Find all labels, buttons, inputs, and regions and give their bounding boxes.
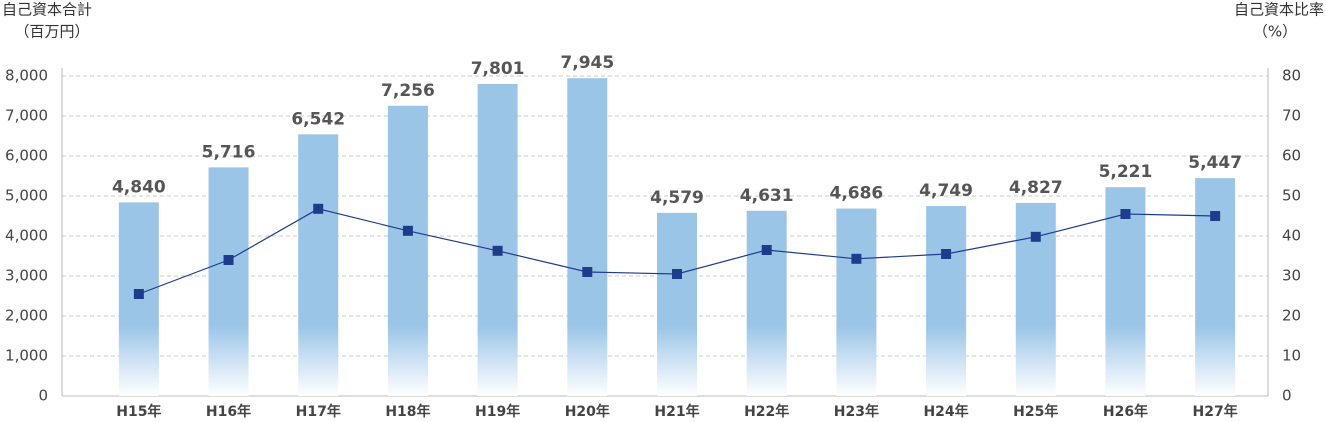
line-marker bbox=[672, 269, 682, 279]
y2-tick-label: 20 bbox=[1282, 307, 1301, 325]
y-tick-label: 3,000 bbox=[5, 267, 48, 285]
x-tick-label: H25年 bbox=[1013, 403, 1058, 420]
value-label: 7,801 bbox=[471, 59, 525, 79]
bar bbox=[836, 208, 877, 396]
bar bbox=[567, 78, 608, 396]
line-marker bbox=[761, 245, 772, 255]
x-tick-label: H15年 bbox=[116, 403, 161, 420]
x-tick-label: H24年 bbox=[923, 403, 968, 420]
bar bbox=[1195, 178, 1236, 396]
line-marker bbox=[133, 289, 144, 299]
value-label: 4,686 bbox=[829, 184, 883, 204]
line-marker bbox=[582, 267, 593, 277]
x-tick-label: H26年 bbox=[1103, 403, 1148, 420]
y2-tick-label: 10 bbox=[1282, 347, 1301, 365]
y-tick-label: 8,000 bbox=[5, 67, 48, 85]
y-tick-label: 0 bbox=[38, 387, 48, 405]
value-label: 5,221 bbox=[1099, 162, 1153, 182]
line-marker bbox=[223, 255, 234, 265]
y2-tick-label: 0 bbox=[1282, 387, 1292, 405]
bar bbox=[387, 105, 428, 396]
line-marker bbox=[1030, 231, 1041, 242]
value-label: 7,945 bbox=[560, 53, 614, 73]
x-tick-label: H23年 bbox=[834, 403, 879, 420]
x-tick-label: H16年 bbox=[206, 403, 251, 420]
x-tick-label: H20年 bbox=[565, 403, 610, 420]
line-marker bbox=[1120, 209, 1131, 219]
bar bbox=[298, 134, 339, 396]
y-tick-label: 7,000 bbox=[5, 107, 48, 125]
value-label: 4,827 bbox=[1009, 178, 1063, 198]
x-tick-label: H17年 bbox=[296, 403, 341, 420]
line-marker bbox=[402, 225, 413, 236]
value-label: 4,749 bbox=[919, 181, 973, 201]
x-tick-label: H18年 bbox=[385, 403, 430, 420]
value-label: 4,579 bbox=[650, 188, 704, 208]
x-tick-label: H22年 bbox=[744, 403, 789, 420]
value-label: 6,542 bbox=[291, 109, 345, 129]
line-marker bbox=[492, 245, 503, 256]
y-tick-label: 2,000 bbox=[5, 307, 48, 325]
line-marker bbox=[851, 253, 862, 264]
line-marker bbox=[1210, 211, 1221, 221]
bar bbox=[657, 212, 697, 396]
bar bbox=[1105, 187, 1146, 396]
value-label: 4,631 bbox=[740, 186, 794, 206]
bar bbox=[118, 202, 159, 396]
y2-tick-label: 80 bbox=[1282, 67, 1301, 85]
y2-axis-title: 自己資本比率 bbox=[1234, 1, 1324, 19]
y-axis-title: 自己資本合計 bbox=[2, 1, 92, 19]
value-label: 4,840 bbox=[112, 177, 166, 197]
y2-tick-label: 30 bbox=[1282, 267, 1301, 285]
y2-tick-label: 70 bbox=[1282, 107, 1301, 125]
y2-tick-label: 40 bbox=[1282, 227, 1301, 245]
value-label: 5,716 bbox=[202, 142, 256, 162]
x-tick-label: H21年 bbox=[654, 403, 699, 420]
bar bbox=[208, 167, 249, 396]
x-tick-label: H27年 bbox=[1193, 403, 1238, 420]
y-tick-label: 1,000 bbox=[5, 347, 48, 365]
line-marker bbox=[313, 203, 324, 214]
y2-tick-label: 60 bbox=[1282, 147, 1301, 165]
x-tick-label: H19年 bbox=[475, 403, 520, 420]
value-label: 5,447 bbox=[1188, 153, 1242, 173]
y-tick-label: 5,000 bbox=[5, 187, 48, 205]
bar bbox=[477, 83, 518, 397]
y-axis-title: （百万円） bbox=[14, 23, 89, 41]
y2-tick-label: 50 bbox=[1282, 187, 1301, 205]
y-tick-label: 4,000 bbox=[5, 227, 48, 245]
bar bbox=[926, 206, 967, 396]
line-marker bbox=[941, 249, 952, 259]
y2-axis-title: （%） bbox=[1253, 23, 1297, 41]
bar bbox=[746, 210, 787, 396]
y-tick-label: 6,000 bbox=[5, 147, 48, 165]
value-label: 7,256 bbox=[381, 81, 435, 101]
